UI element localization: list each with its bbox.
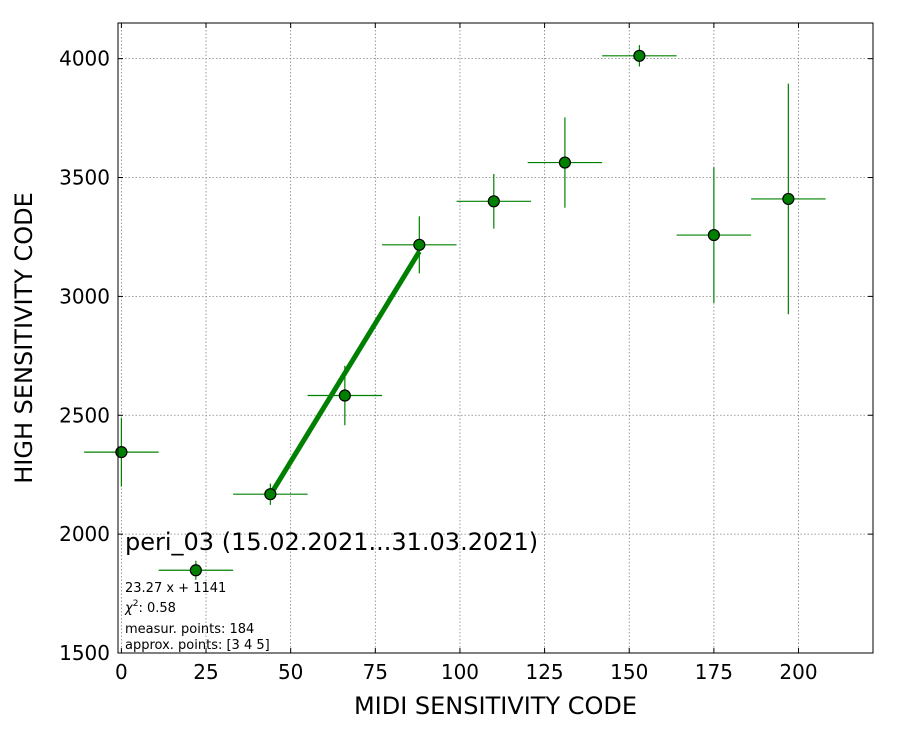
data-point-group (158, 560, 234, 580)
x-tick-label: 25 (193, 660, 218, 684)
data-point (338, 389, 351, 402)
data-point (189, 564, 202, 577)
data-point (633, 49, 646, 62)
annotation-approx-points: approx. points: [3 4 5] (125, 638, 270, 653)
data-point-group (307, 365, 383, 426)
x-tick-label: 150 (610, 660, 648, 684)
annotation-box: peri_03 (15.02.2021...31.03.2021) 23.27 … (124, 528, 538, 653)
chi2-value: : 0.58 (138, 601, 175, 616)
annotation-chi2: χ2: 0.58 (124, 599, 176, 616)
x-tick-label: 200 (779, 660, 817, 684)
y-tick-label: 2500 (59, 403, 110, 427)
data-point-group (233, 483, 308, 505)
grid (118, 23, 873, 654)
data-point-group (456, 173, 532, 229)
chi2-superscript: 2 (133, 599, 139, 609)
y-axis-label: HIGH SENSITIVITY CODE (10, 192, 38, 484)
y-tick-label: 3000 (59, 284, 110, 308)
x-tick-label: 175 (695, 660, 733, 684)
data-point-group (382, 216, 457, 274)
data-point-group (602, 45, 677, 67)
x-tick-label: 100 (441, 660, 479, 684)
axis-ticks: 0 25 50 75 100 125 150 175 200 1500 2000 2500 3000 35… (59, 23, 873, 684)
data-point (487, 195, 500, 208)
y-tick-label: 2000 (59, 522, 110, 546)
x-axis-label: MIDI SENSITIVITY CODE (354, 692, 637, 720)
data-points (84, 45, 826, 580)
y-tick-label: 4000 (59, 47, 110, 71)
data-point-group (751, 83, 826, 315)
x-tick-label: 125 (525, 660, 563, 684)
data-point (558, 156, 572, 169)
annotation-equation: 23.27 x + 1141 (125, 581, 226, 596)
plot-frame (117, 22, 874, 654)
data-point-group (676, 167, 752, 303)
data-point (782, 192, 795, 206)
data-point (413, 238, 426, 251)
data-point-group (84, 417, 159, 487)
x-tick-label: 0 (115, 660, 128, 684)
annotation-measured-points: measur. points: 184 (125, 622, 254, 637)
x-tick-label: 50 (278, 660, 303, 684)
chi2-symbol: χ (124, 601, 134, 616)
x-tick-label: 75 (363, 660, 388, 684)
data-point-group (527, 117, 603, 208)
data-point (707, 228, 720, 242)
data-point (115, 446, 128, 459)
y-tick-label: 3500 (59, 166, 110, 190)
annotation-title: peri_03 (15.02.2021...31.03.2021) (125, 528, 538, 556)
y-tick-label: 1500 (59, 641, 110, 665)
data-point (264, 488, 277, 501)
